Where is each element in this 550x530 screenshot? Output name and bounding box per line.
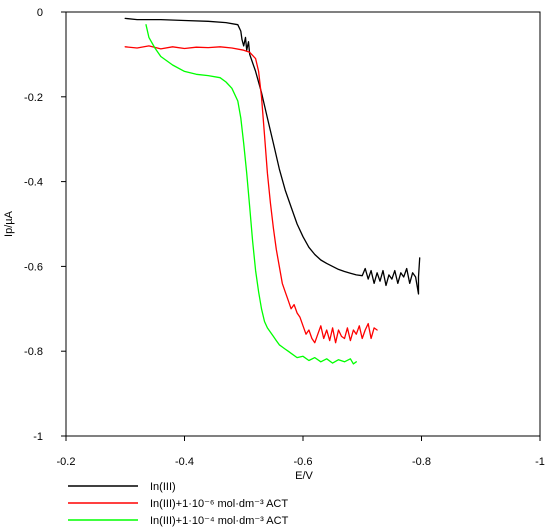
y-axis-title: Ip/µA bbox=[3, 210, 15, 237]
legend: In(III) In(III)+1·10⁻⁶ mol·dm⁻³ ACT In(III… bbox=[68, 481, 289, 527]
series-layer bbox=[124, 17, 421, 365]
y-tick-label: -0.6 bbox=[24, 261, 43, 273]
y-tick-label: -0.2 bbox=[24, 92, 43, 104]
axes: -0.2 -0.4 -0.6 -0.8 -1 0 -0.2 -0.4 -0.6 -0.8 -1 bbox=[24, 7, 545, 468]
series-line-3 bbox=[145, 24, 357, 365]
series-line-1 bbox=[124, 17, 421, 295]
x-tick-label: -0.2 bbox=[57, 456, 76, 468]
y-tick-label: 0 bbox=[37, 7, 43, 19]
x-tick-label: -0.6 bbox=[294, 456, 313, 468]
y-tick-label: -1 bbox=[33, 431, 43, 443]
legend-label-1: In(III) bbox=[150, 481, 176, 493]
x-tick-label: -1 bbox=[535, 456, 545, 468]
legend-label-2: In(III)+1·10⁻⁶ mol·dm⁻³ ACT bbox=[150, 498, 288, 510]
x-axis-title: E/V bbox=[295, 470, 313, 482]
y-tick-label: -0.8 bbox=[24, 346, 43, 358]
y-tick-label: -0.4 bbox=[24, 177, 43, 189]
plot-frame bbox=[65, 11, 541, 437]
x-tick-label: -0.8 bbox=[412, 456, 431, 468]
x-tick-label: -0.4 bbox=[175, 456, 194, 468]
legend-label-3: In(III)+1·10⁻⁴ mol·dm⁻³ ACT bbox=[150, 515, 289, 527]
series-line-2 bbox=[124, 45, 378, 344]
